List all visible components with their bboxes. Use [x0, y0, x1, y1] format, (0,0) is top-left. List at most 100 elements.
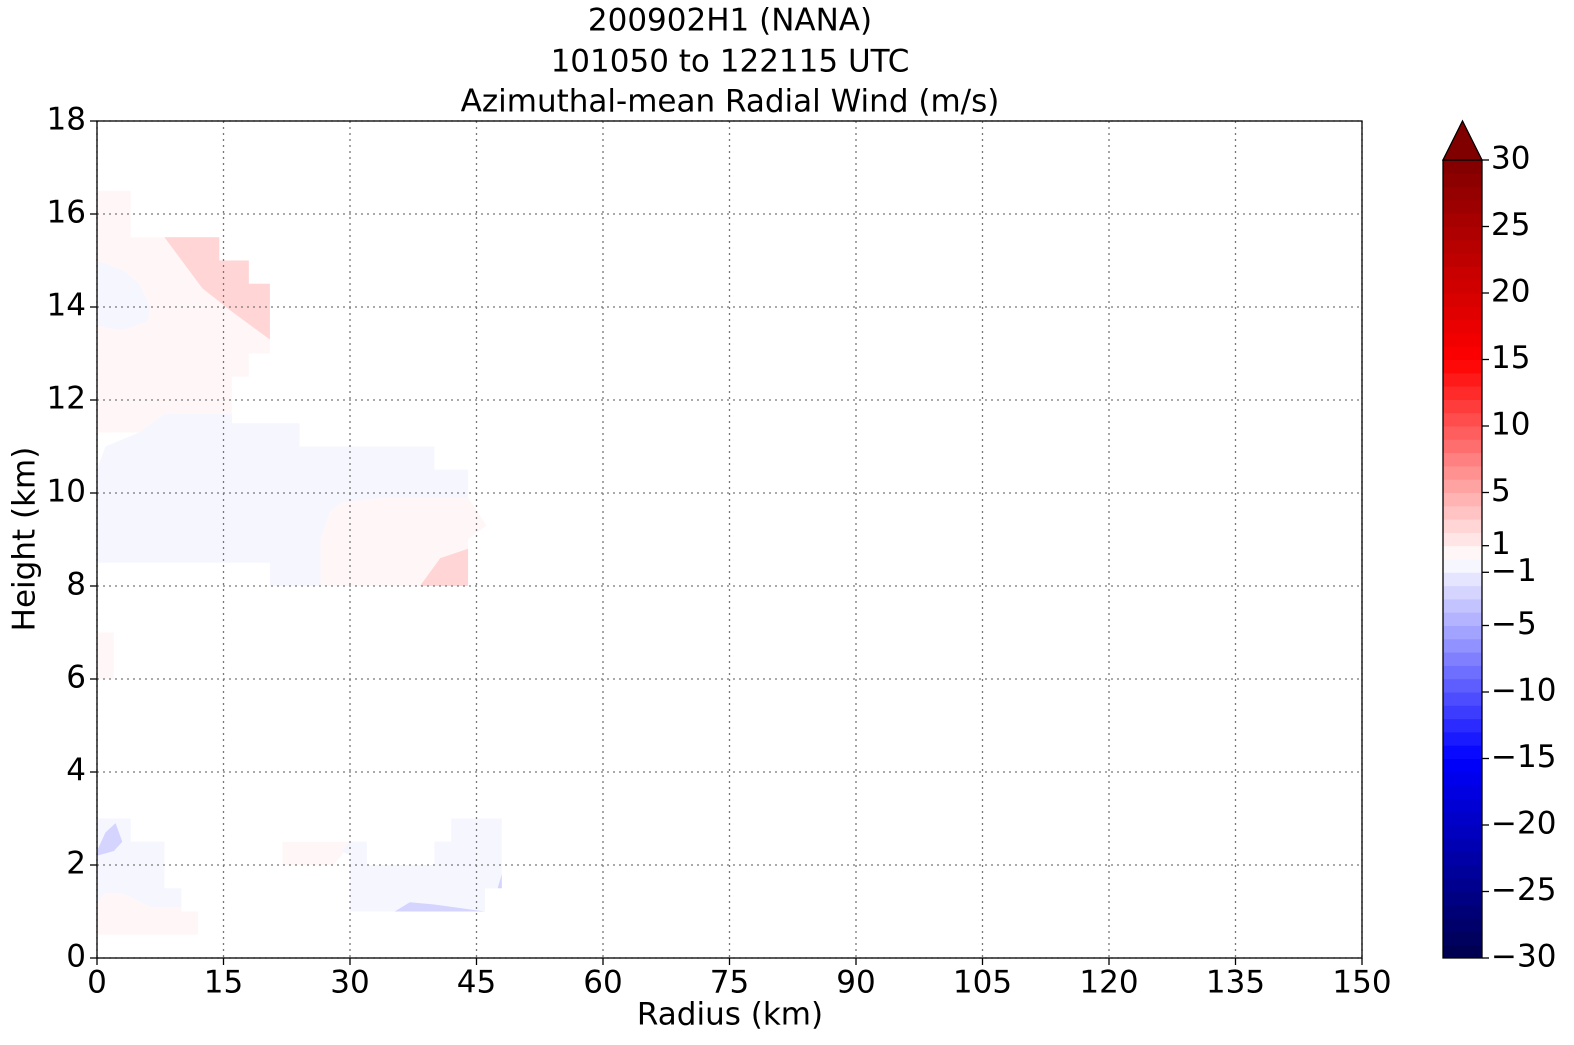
- colorbar-band: [1443, 585, 1482, 600]
- x-tick-label: 120: [1079, 965, 1138, 1001]
- y-tick-label: 10: [47, 474, 86, 510]
- plot-frame: [96, 120, 1363, 959]
- x-tick-label: 75: [710, 965, 749, 1001]
- y-tick-label: 8: [66, 567, 86, 603]
- colorbar-band: [1443, 239, 1482, 254]
- contour-region: [97, 260, 151, 331]
- colorbar-band: [1443, 559, 1482, 573]
- x-tick-label: 0: [87, 965, 107, 1001]
- colorbar-band: [1443, 279, 1482, 294]
- colorbar-tick-label: −20: [1491, 806, 1556, 842]
- x-tick-label: 105: [953, 965, 1012, 1001]
- colorbar-band: [1443, 213, 1482, 227]
- colorbar-band: [1443, 452, 1482, 467]
- colorbar-band: [1443, 692, 1482, 706]
- colorbar-band: [1443, 572, 1482, 587]
- colorbar-tick-label: −30: [1491, 939, 1556, 975]
- colorbar-band: [1443, 346, 1482, 360]
- colorbar-band: [1443, 173, 1482, 188]
- colorbar-band: [1443, 758, 1482, 773]
- colorbar-band: [1443, 266, 1482, 281]
- colorbar-tick-label: −15: [1491, 739, 1556, 775]
- colorbar-band: [1443, 465, 1482, 480]
- x-tick-label: 45: [457, 965, 496, 1001]
- colorbar-band: [1443, 625, 1482, 640]
- x-tick-label: 135: [1206, 965, 1265, 1001]
- colorbar-band: [1443, 745, 1482, 759]
- colorbar-tick-label: 30: [1491, 141, 1530, 177]
- y-tick-label: 4: [66, 753, 86, 789]
- colorbar-tick-label: −25: [1491, 872, 1556, 908]
- colorbar-band: [1443, 918, 1482, 932]
- y-tick-label: 6: [66, 660, 86, 696]
- colorbar-band: [1443, 665, 1482, 680]
- y-axis-label: Height (km): [7, 447, 43, 632]
- x-tick-label: 30: [330, 965, 369, 1001]
- colorbar-tick-label: 1: [1491, 526, 1511, 562]
- colorbar-band: [1443, 186, 1482, 201]
- y-tick-label: 12: [47, 381, 86, 417]
- colorbar-band: [1443, 226, 1482, 241]
- contour-region: [97, 632, 114, 679]
- colorbar-band: [1443, 811, 1482, 826]
- x-tick-label: 60: [583, 965, 622, 1001]
- colorbar-band: [1443, 386, 1482, 400]
- contour-region: [419, 548, 469, 586]
- contour-region: [394, 902, 485, 912]
- colorbar-band: [1443, 891, 1482, 906]
- x-tick-label: 90: [836, 965, 875, 1001]
- y-tick-label: 0: [66, 939, 86, 975]
- colorbar-tick-label: −1: [1491, 553, 1537, 589]
- colorbar-band: [1443, 532, 1482, 547]
- colorbar-band: [1443, 253, 1482, 267]
- colorbar-tick-label: 25: [1491, 207, 1530, 243]
- colorbar-band: [1443, 904, 1482, 919]
- colorbar-band: [1443, 612, 1482, 626]
- colorbar-band: [1443, 439, 1482, 454]
- colorbar-tick-label: −5: [1491, 606, 1537, 642]
- colorbar-extension: [1441, 119, 1484, 161]
- colorbar-tick-label: 15: [1491, 340, 1530, 376]
- colorbar-band: [1443, 838, 1482, 853]
- colorbar-band: [1443, 306, 1482, 321]
- colorbar-band: [1443, 718, 1482, 733]
- contour-region: [497, 874, 502, 889]
- contour-region: [164, 237, 270, 340]
- colorbar-band: [1443, 864, 1482, 879]
- colorbar-tick-label: −10: [1491, 673, 1556, 709]
- colorbar-band: [1443, 825, 1482, 839]
- colorbar-band: [1443, 399, 1482, 414]
- contour-region: [282, 841, 350, 865]
- colorbar-band: [1443, 931, 1482, 946]
- colorbar-band: [1443, 798, 1482, 813]
- colorbar-band: [1443, 519, 1482, 533]
- colorbar-band: [1443, 598, 1482, 613]
- colorbar-band: [1443, 505, 1482, 520]
- colorbar-band: [1443, 160, 1482, 174]
- colorbar-band: [1443, 319, 1482, 334]
- colorbar-band: [1443, 705, 1482, 720]
- x-axis-label: Radius (km): [637, 997, 823, 1033]
- contour-region: [97, 823, 123, 856]
- chart-title: 200902H1 (NANA): [588, 3, 872, 39]
- colorbar-band: [1443, 944, 1482, 959]
- colorbar-band: [1443, 771, 1482, 786]
- colorbar-band: [1443, 412, 1482, 427]
- colorbar-band: [1443, 479, 1482, 493]
- colorbar-band: [1443, 293, 1482, 307]
- colorbar-band: [1443, 426, 1482, 440]
- colorbar-band: [1443, 372, 1482, 387]
- colorbar-band: [1443, 851, 1482, 866]
- x-tick-label: 15: [204, 965, 243, 1001]
- colorbar-band: [1443, 678, 1482, 693]
- colorbar-band: [1443, 492, 1482, 507]
- colorbar-tick-label: 10: [1491, 407, 1530, 443]
- chart-title: 101050 to 122115 UTC: [551, 44, 910, 80]
- contour-region: [97, 190, 270, 433]
- x-tick-label: 150: [1332, 965, 1391, 1001]
- colorbar-band: [1443, 731, 1482, 746]
- chart-title: Azimuthal-mean Radial Wind (m/s): [461, 84, 1000, 120]
- colorbar-band: [1443, 638, 1482, 653]
